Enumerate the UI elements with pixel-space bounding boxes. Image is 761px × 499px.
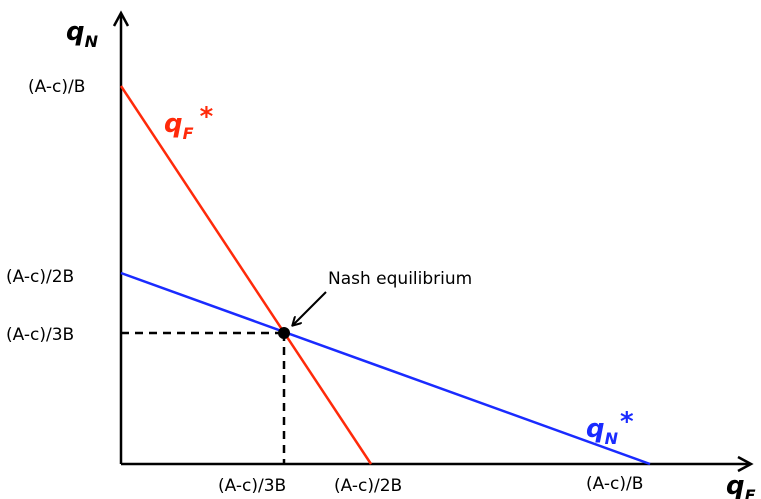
x-tick-label: (A-c)/B: [586, 474, 643, 494]
y-tick-label: (A-c)/2B: [6, 267, 74, 287]
x-tick-label: (A-c)/3B: [218, 476, 286, 496]
x-tick-label: (A-c)/2B: [334, 476, 402, 496]
x-axis-title: qF: [726, 471, 756, 499]
qN-best-response-line: [120, 271, 651, 466]
y-tick-label: (A-c)/3B: [6, 325, 74, 345]
x-axis-arrow-icon: [737, 455, 754, 473]
nash-equilibrium-label: Nash equilibrium: [328, 269, 472, 289]
annotation-arrow: [293, 291, 327, 325]
qN-curve-label: qN*: [586, 407, 634, 448]
qF-best-response-line: [119, 85, 373, 465]
y-axis-title: qN: [66, 17, 99, 51]
y-tick-label: (A-c)/B: [28, 77, 85, 97]
nash-equilibrium-point: [278, 327, 290, 339]
qF-curve-label: qF*: [164, 102, 214, 143]
y-axis-arrow-icon: [112, 10, 130, 27]
